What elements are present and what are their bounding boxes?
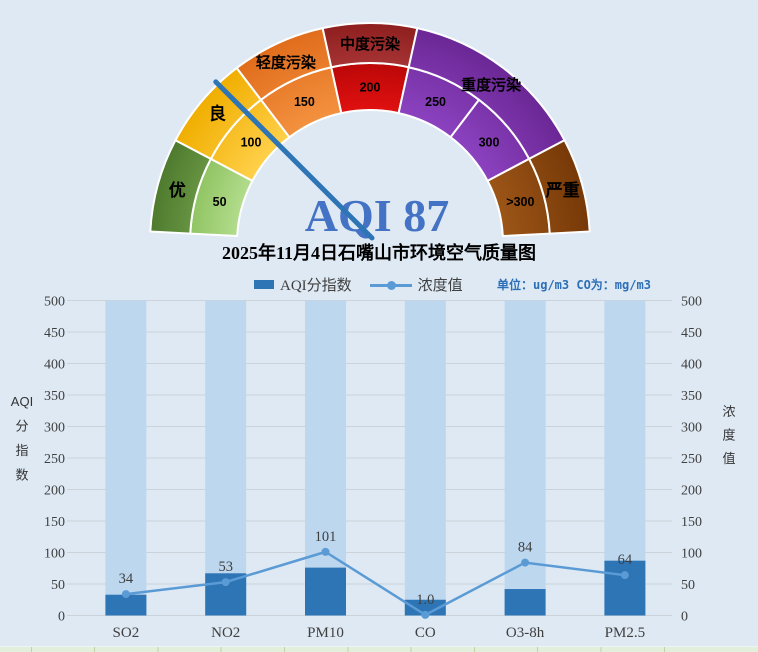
left-axis-tick-label: 450 — [44, 326, 65, 341]
line-marker — [620, 571, 629, 580]
right-axis-title: 浓 — [722, 404, 735, 419]
gauge-inner-label: 200 — [360, 81, 381, 95]
gauge-inner-label: 150 — [294, 95, 315, 109]
right-axis-tick-label: 50 — [681, 578, 695, 593]
background-column — [105, 300, 147, 616]
category-label: PM10 — [307, 625, 344, 641]
line-marker — [221, 578, 230, 587]
gauge-inner-label: >300 — [506, 195, 534, 209]
line-marker — [521, 558, 530, 567]
line-marker — [421, 610, 430, 619]
bar — [604, 560, 646, 616]
right-axis-tick-label: 0 — [681, 610, 688, 625]
gauge-outer-label: 中度污染 — [340, 35, 401, 53]
line-markers — [121, 547, 629, 619]
bar-series — [105, 560, 646, 616]
left-axis-tick-label: 50 — [51, 578, 65, 593]
right-axis-tick-label: 250 — [681, 452, 702, 467]
category-label: O3-8h — [506, 625, 545, 641]
right-axis-title: 值 — [722, 451, 735, 466]
chart-axis-ticks: 0 0 50 50 100 100 150 150 200 200 250 250 300 300 350 3… — [44, 295, 702, 625]
left-axis-tick-label: 0 — [58, 610, 65, 625]
right-axis-title: 度 — [722, 428, 735, 443]
data-label: 84 — [518, 540, 533, 556]
right-axis-tick-label: 200 — [681, 484, 702, 499]
bar — [105, 594, 147, 616]
category-label: NO2 — [211, 625, 240, 641]
right-axis-tick-label: 500 — [681, 295, 702, 310]
background-column — [504, 300, 546, 616]
gauge-inner-label: 50 — [213, 195, 227, 209]
line-series — [125, 550, 626, 617]
gauge-outer-label: 轻度污染 — [256, 54, 317, 72]
category-label: CO — [415, 625, 436, 641]
category-label: PM2.5 — [605, 625, 645, 641]
left-axis-title: 数 — [15, 468, 28, 483]
right-axis-tick-label: 100 — [681, 547, 702, 562]
gauge-inner-label: 300 — [479, 136, 500, 150]
right-axis-tick-label: 300 — [681, 421, 702, 436]
gauge-outer-label: 良 — [209, 104, 226, 124]
gauge-outer-label: 优 — [169, 180, 186, 200]
background-column — [404, 300, 446, 616]
aqi-gauge — [149, 22, 591, 238]
gauge-outer-segment — [528, 139, 591, 235]
data-label: 64 — [618, 552, 633, 568]
right-axis-tick-label: 150 — [681, 515, 702, 530]
bar — [504, 589, 546, 616]
bar-series-swatch-icon — [254, 280, 274, 289]
gauge-aqi-value: AQI 87 — [305, 190, 449, 241]
category-labels: SO2 NO2 PM10 CO O3-8h PM2.5 — [113, 625, 646, 641]
left-axis-tick-label: 150 — [44, 515, 65, 530]
left-axis-tick-label: 350 — [44, 389, 65, 404]
left-axis-title: 指 — [15, 443, 28, 458]
bar — [404, 599, 446, 616]
gauge-inner-label: 100 — [241, 136, 262, 150]
axis-titles: AQI 分指数 浓度值 — [11, 394, 736, 483]
chart-legend: AQI分指数 浓度值 — [254, 274, 463, 295]
right-axis-tick-label: 350 — [681, 389, 702, 404]
right-axis-tick-label: 400 — [681, 358, 702, 373]
line-marker — [121, 590, 130, 599]
line-marker — [321, 547, 330, 556]
background-columns — [105, 300, 646, 616]
footer-table-strip — [0, 646, 758, 652]
legend-label-bar-series: AQI分指数 — [280, 278, 352, 294]
chart-grid — [67, 300, 672, 616]
right-axis-tick-label: 450 — [681, 326, 702, 341]
gauge-outer-label: 重度污染 — [461, 76, 522, 94]
category-label: SO2 — [113, 625, 140, 641]
bar — [305, 567, 346, 616]
left-axis-tick-label: 400 — [44, 358, 65, 373]
data-label: 34 — [119, 571, 134, 587]
background-column — [205, 300, 247, 616]
line-series-swatch-icon — [369, 280, 412, 290]
background-column — [305, 300, 346, 616]
line-data-labels: 34 53 101 1.0 84 64 — [119, 529, 633, 608]
left-axis-tick-label: 300 — [44, 421, 65, 436]
page-title: 2025年11月4日石嘴山市环境空气质量图 — [221, 243, 536, 263]
legend-label-line-series: 浓度值 — [417, 278, 463, 294]
left-axis-tick-label: 200 — [44, 484, 65, 499]
units-note: 单位：ug/m3 CO为：mg/m3 — [497, 278, 651, 292]
left-axis-tick-label: 100 — [44, 547, 65, 562]
left-axis-tick-label: 500 — [44, 295, 65, 310]
gauge-needle — [213, 79, 375, 241]
left-axis-title: AQI — [11, 394, 33, 409]
gauge-inner-label: 250 — [425, 95, 446, 109]
data-label: 101 — [315, 529, 337, 545]
data-label: 1.0 — [416, 592, 434, 608]
gauge-outer-label: 严重 — [546, 180, 580, 200]
data-label: 53 — [218, 559, 233, 575]
left-axis-title: 分 — [15, 419, 28, 434]
left-axis-tick-label: 250 — [44, 452, 65, 467]
